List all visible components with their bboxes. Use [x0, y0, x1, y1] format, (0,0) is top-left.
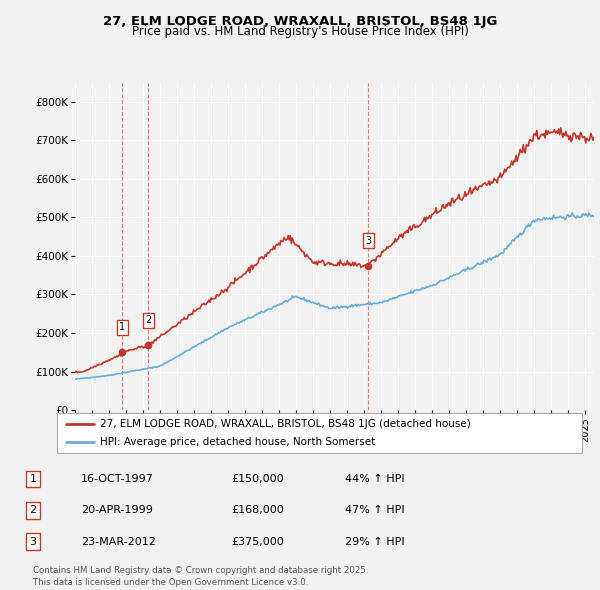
Text: Contains HM Land Registry data © Crown copyright and database right 2025.
This d: Contains HM Land Registry data © Crown c… — [33, 566, 368, 587]
Text: 23-MAR-2012: 23-MAR-2012 — [81, 537, 156, 546]
Text: 1: 1 — [29, 474, 37, 484]
Text: 44% ↑ HPI: 44% ↑ HPI — [345, 474, 404, 484]
Text: 27, ELM LODGE ROAD, WRAXALL, BRISTOL, BS48 1JG (detached house): 27, ELM LODGE ROAD, WRAXALL, BRISTOL, BS… — [100, 419, 471, 429]
Text: HPI: Average price, detached house, North Somerset: HPI: Average price, detached house, Nort… — [100, 437, 376, 447]
Text: 2: 2 — [145, 315, 151, 325]
Text: £150,000: £150,000 — [231, 474, 284, 484]
Text: £375,000: £375,000 — [231, 537, 284, 546]
Text: 2: 2 — [29, 506, 37, 515]
Text: £168,000: £168,000 — [231, 506, 284, 515]
Text: 20-APR-1999: 20-APR-1999 — [81, 506, 153, 515]
Text: 16-OCT-1997: 16-OCT-1997 — [81, 474, 154, 484]
Text: 3: 3 — [29, 537, 37, 546]
Text: 27, ELM LODGE ROAD, WRAXALL, BRISTOL, BS48 1JG: 27, ELM LODGE ROAD, WRAXALL, BRISTOL, BS… — [103, 15, 497, 28]
Text: 47% ↑ HPI: 47% ↑ HPI — [345, 506, 404, 515]
Text: 1: 1 — [119, 322, 125, 332]
Text: 29% ↑ HPI: 29% ↑ HPI — [345, 537, 404, 546]
Text: 3: 3 — [365, 235, 371, 245]
Text: Price paid vs. HM Land Registry's House Price Index (HPI): Price paid vs. HM Land Registry's House … — [131, 25, 469, 38]
